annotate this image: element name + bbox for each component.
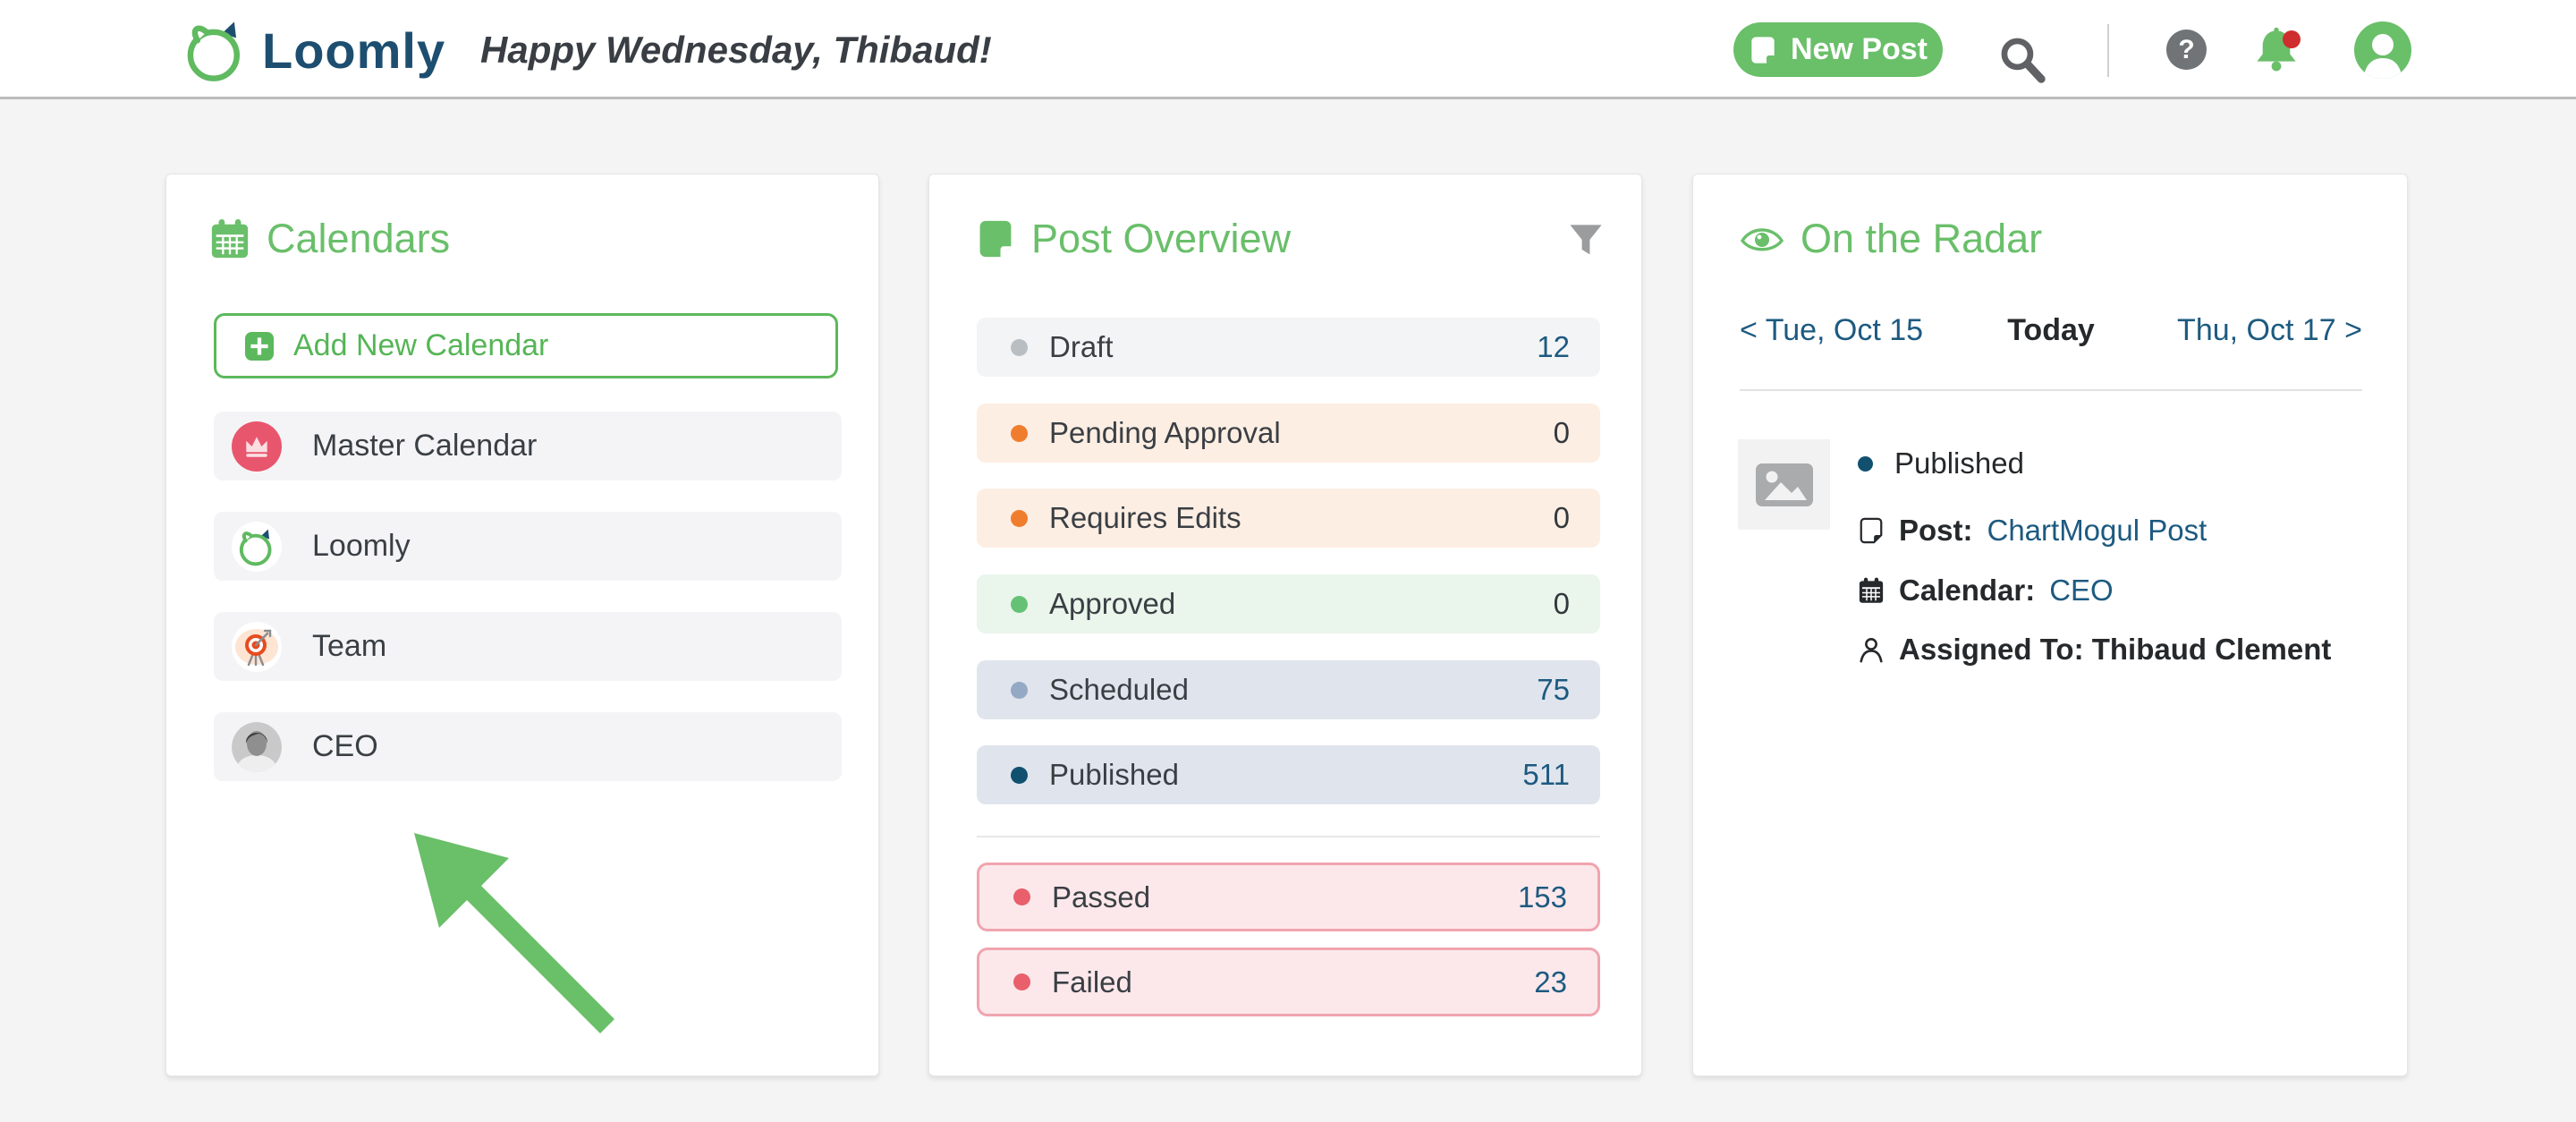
calendar-item-ceo[interactable]: CEO [214, 712, 842, 781]
status-row-approved[interactable]: Approved 0 [977, 574, 1600, 633]
radar-post-label: Post: [1899, 514, 1973, 547]
post-overview-card: Post Overview Draft 12 Pending Approval … [928, 174, 1642, 1076]
calendar-item-label: Master Calendar [312, 429, 538, 463]
logo-wordmark: Loomly [262, 21, 446, 79]
plus-square-icon [245, 331, 274, 361]
user-avatar-icon[interactable] [2354, 21, 2411, 79]
radar-prev-day-link[interactable]: < Tue, Oct 15 [1740, 312, 1924, 347]
check-dot [1013, 973, 1030, 990]
status-label: Scheduled [1049, 673, 1189, 706]
status-count: 0 [1553, 501, 1570, 534]
check-dot [1013, 888, 1030, 905]
status-dot [1011, 424, 1028, 442]
image-placeholder-icon [1755, 463, 1813, 506]
target-icon [232, 621, 282, 672]
help-glyph: ? [2178, 34, 2195, 64]
status-label: Approved [1049, 587, 1176, 620]
status-row-draft[interactable]: Draft 12 [977, 318, 1600, 377]
calendar-item-team[interactable]: Team [214, 612, 842, 681]
radar-calendar-label: Calendar: [1899, 574, 2036, 607]
loomly-logo[interactable]: Loomly [183, 11, 445, 89]
ceo-photo-avatar [232, 721, 282, 772]
status-label: Requires Edits [1049, 501, 1241, 534]
status-row-scheduled[interactable]: Scheduled 75 [977, 660, 1600, 719]
greeting-text: Happy Wednesday, Thibaud! [480, 28, 992, 71]
loomly-mark-icon [232, 521, 282, 572]
calendars-title-text: Calendars [267, 216, 451, 261]
calendar-item-loomly[interactable]: Loomly [214, 512, 842, 581]
radar-assigned-label: Assigned To: Thibaud Clement [1899, 633, 2332, 666]
status-label: Pending Approval [1049, 416, 1281, 449]
radar-today-button[interactable]: Today [2007, 312, 2095, 347]
status-count: 511 [1522, 758, 1570, 791]
on-the-radar-card: On the Radar < Tue, Oct 15 Today Thu, Oc… [1692, 174, 2408, 1076]
calendar-small-icon [1858, 577, 1885, 604]
status-count: 0 [1553, 587, 1570, 620]
status-dot [1011, 509, 1028, 527]
check-row-failed[interactable]: Failed 23 [977, 948, 1600, 1016]
check-label: Passed [1052, 880, 1151, 914]
status-row-published[interactable]: Published 511 [977, 745, 1600, 804]
check-row-passed[interactable]: Passed 153 [977, 863, 1600, 931]
status-dot [1011, 681, 1028, 699]
status-dot [1011, 766, 1028, 784]
notifications-bell-icon[interactable] [2250, 23, 2302, 79]
person-icon [1858, 636, 1885, 663]
radar-assigned-line: Assigned To: Thibaud Clement [1858, 630, 2331, 669]
radar-post-status: Published [1858, 444, 2024, 483]
radar-calendar-link[interactable]: CEO [2049, 574, 2114, 607]
radar-post-line: Post: ChartMogul Post [1858, 511, 2207, 550]
radar-divider [1740, 389, 2362, 391]
status-row-pending-approval[interactable]: Pending Approval 0 [977, 404, 1600, 463]
radar-title-text: On the Radar [1801, 216, 2043, 261]
new-post-button[interactable]: New Post [1733, 22, 1943, 77]
calendars-card: Calendars Add New Calendar Master Calend… [165, 174, 879, 1076]
check-count: 23 [1534, 965, 1567, 999]
radar-title: On the Radar [1740, 214, 2042, 264]
search-icon[interactable] [1995, 32, 2050, 88]
status-count: 0 [1553, 416, 1570, 449]
overview-divider [977, 836, 1600, 837]
status-count: 75 [1537, 673, 1570, 706]
header-divider [2107, 24, 2109, 77]
radar-post-link[interactable]: ChartMogul Post [1987, 514, 2207, 547]
loomly-mark-icon [183, 16, 248, 84]
calendar-item-label: CEO [312, 729, 378, 763]
filter-icon[interactable] [1566, 221, 1606, 260]
post-note-icon [976, 218, 1015, 259]
status-dot [1011, 595, 1028, 613]
radar-date-nav: < Tue, Oct 15 Today Thu, Oct 17 > [1740, 310, 2362, 350]
radar-calendar-line: Calendar: CEO [1858, 571, 2114, 610]
calendar-icon [209, 218, 250, 259]
eye-icon [1740, 223, 1784, 255]
post-note-outline-icon [1858, 516, 1885, 545]
new-post-label: New Post [1790, 32, 1928, 66]
radar-status-label: Published [1894, 446, 2024, 480]
calendar-item-label: Team [312, 629, 387, 663]
status-label: Draft [1049, 330, 1114, 363]
status-row-requires-edits[interactable]: Requires Edits 0 [977, 489, 1600, 548]
notification-badge [2283, 30, 2301, 48]
add-new-calendar-label: Add New Calendar [293, 328, 549, 362]
status-count: 12 [1537, 330, 1570, 363]
crown-icon [232, 421, 282, 472]
published-status-dot [1858, 455, 1873, 472]
help-icon[interactable]: ? [2166, 30, 2207, 70]
check-label: Failed [1052, 965, 1132, 999]
green-arrow-annotation [414, 833, 614, 1033]
radar-next-day-link[interactable]: Thu, Oct 17 > [2177, 312, 2362, 347]
calendars-title: Calendars [209, 214, 450, 264]
post-thumbnail-placeholder[interactable] [1738, 439, 1830, 530]
status-dot [1011, 338, 1028, 356]
add-new-calendar-button[interactable]: Add New Calendar [214, 313, 838, 378]
calendar-item-label: Loomly [312, 529, 411, 563]
status-label: Published [1049, 758, 1179, 791]
check-count: 153 [1517, 880, 1567, 914]
post-overview-title-text: Post Overview [1031, 216, 1292, 261]
calendar-item-master[interactable]: Master Calendar [214, 412, 842, 480]
post-overview-title: Post Overview [976, 214, 1291, 264]
new-post-icon [1749, 35, 1777, 65]
top-header: Loomly Happy Wednesday, Thibaud! New Pos… [0, 0, 2576, 99]
